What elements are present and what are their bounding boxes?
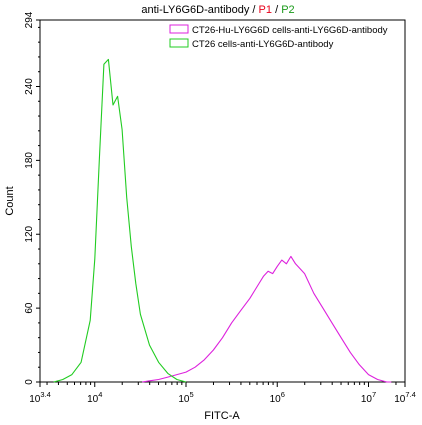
y-tick-label: 294	[24, 11, 35, 28]
x-tick-label: 107.4	[394, 390, 416, 405]
y-tick-label: 180	[24, 152, 35, 169]
x-axis: 103.4 104 105 106 107 107.4	[29, 382, 416, 405]
y-axis-label: Count	[4, 186, 16, 215]
legend-swatch-p2	[169, 38, 189, 48]
chart-title: anti-LY6G6D-antibody / P1 / P2	[141, 4, 294, 16]
y-tick-label: 120	[24, 225, 35, 242]
x-tick-label: 106	[270, 390, 285, 405]
series-layer	[53, 58, 392, 383]
x-tick-label: 107	[361, 390, 376, 405]
x-tick-label: 104	[87, 390, 102, 405]
x-tick-label: 105	[178, 390, 193, 405]
y-tick-label: 0	[24, 379, 35, 385]
series-line-1	[142, 255, 392, 383]
title-part-p1: P1	[259, 4, 272, 16]
y-tick-label: 240	[24, 78, 35, 95]
x-axis-label: FITC-A	[204, 410, 240, 422]
x-tick-label: 103.4	[29, 390, 51, 405]
legend-swatch-p1	[169, 24, 189, 34]
plot-frame	[39, 19, 406, 383]
y-tick-label: 60	[24, 302, 35, 314]
legend-label-p1: CT26-Hu-LY6G6D cells-anti-LY6G6D-antibod…	[192, 25, 388, 36]
legend-label-p2: CT26 cells-anti-LY6G6D-antibody	[192, 39, 334, 50]
legend: CT26-Hu-LY6G6D cells-anti-LY6G6D-antibod…	[169, 24, 388, 50]
series-line-2	[53, 58, 187, 383]
y-axis: 0 60 120 180 240 294	[24, 11, 40, 385]
title-part-p2: P2	[281, 4, 294, 16]
title-part-sep: /	[272, 4, 281, 16]
title-part-main: anti-LY6G6D-antibody /	[141, 4, 258, 16]
